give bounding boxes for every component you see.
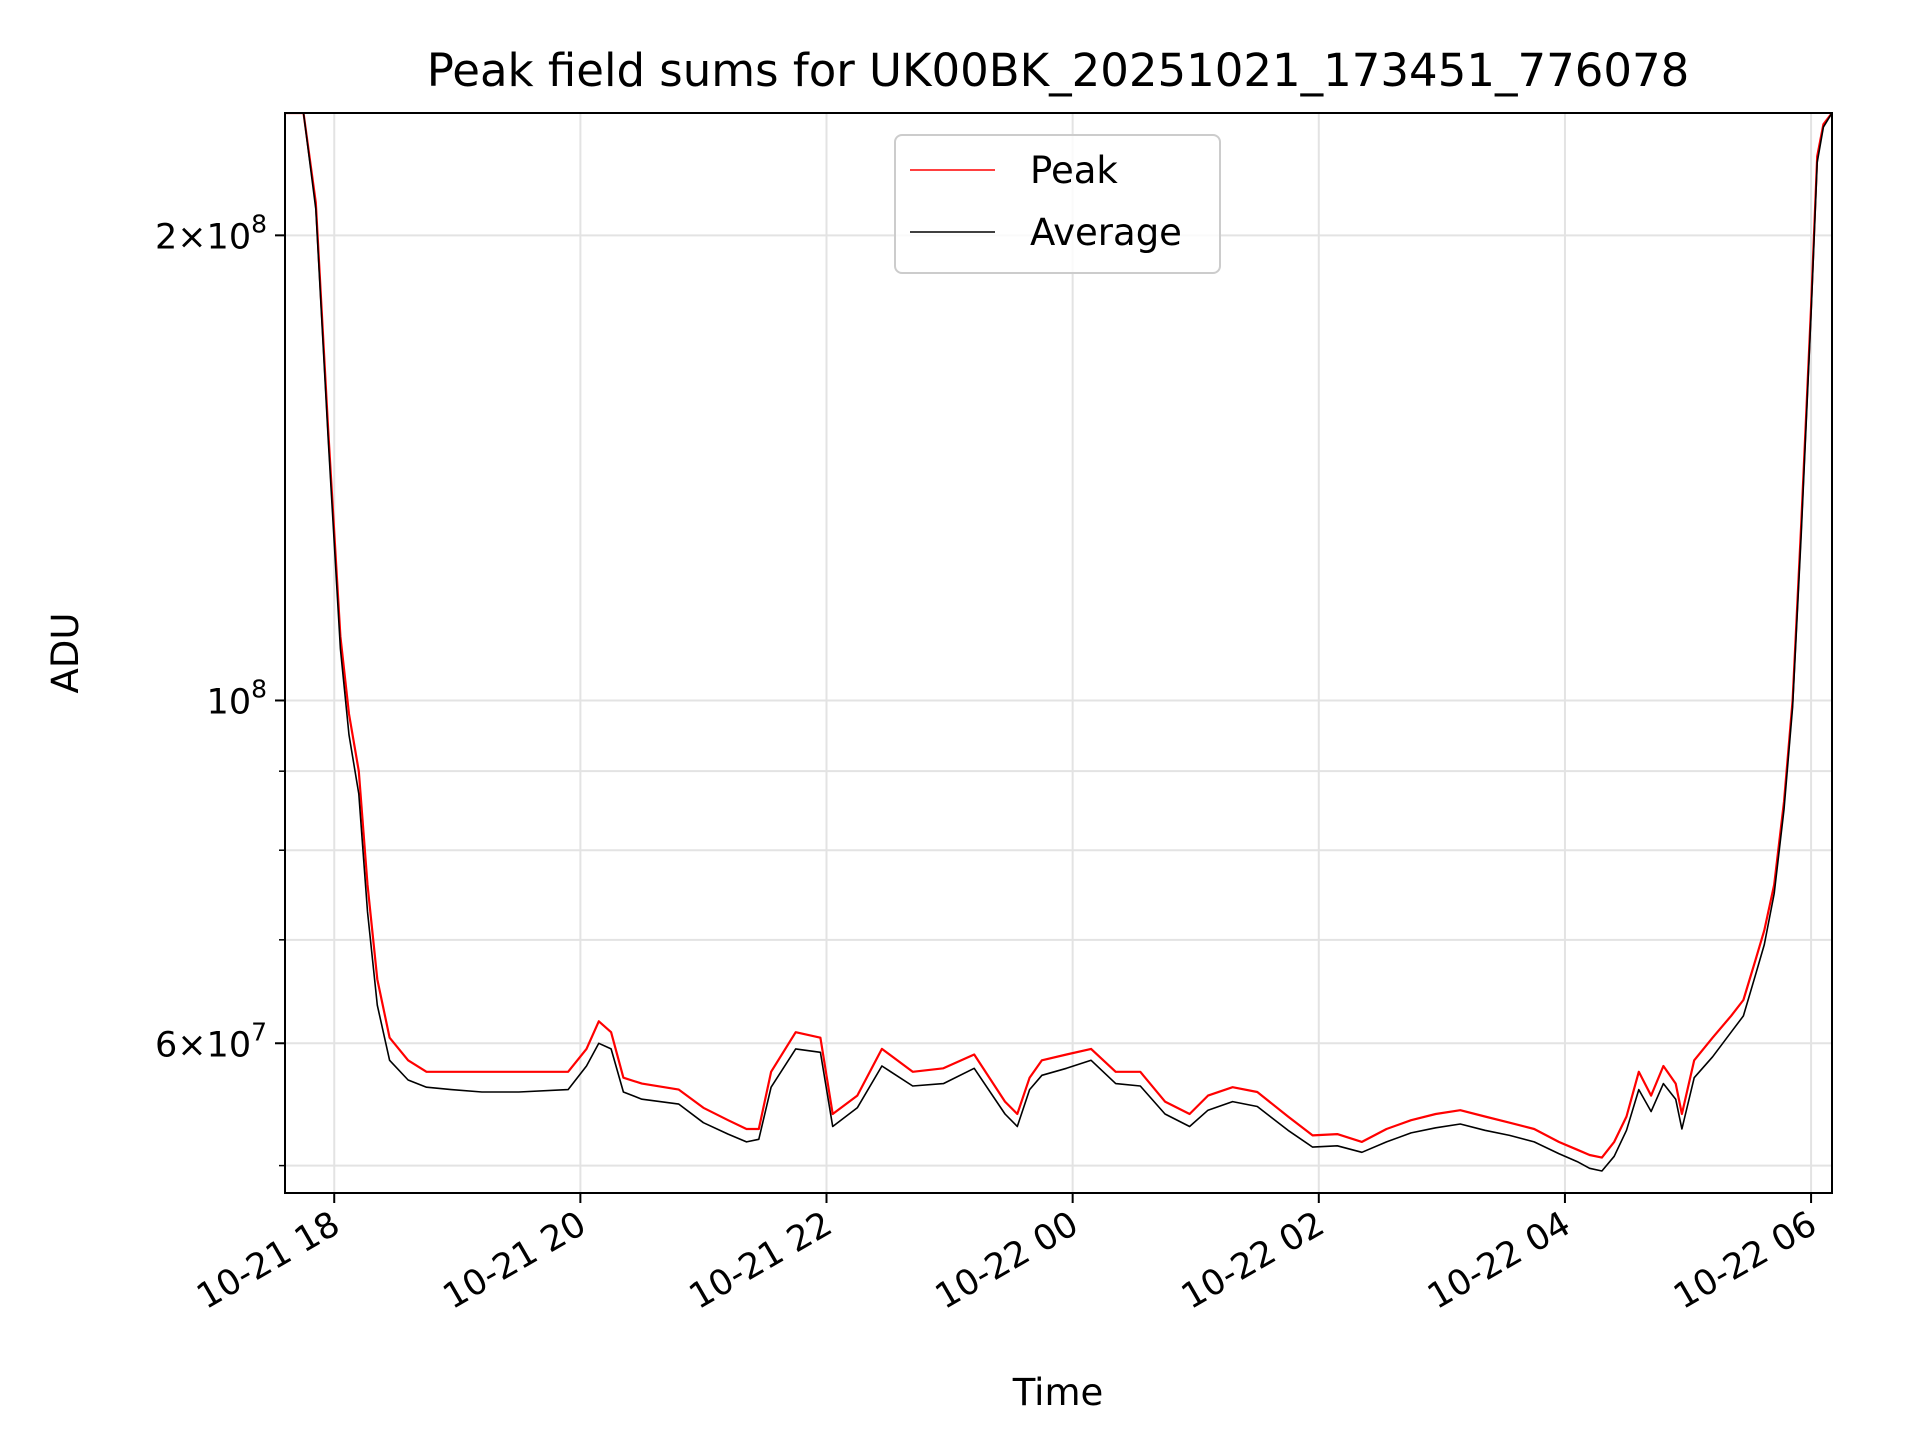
plot-frame	[284, 112, 1833, 1194]
y-tick-label-exponent: 7	[251, 1017, 267, 1046]
series-layer	[285, 113, 1832, 1172]
y-tick-label-exponent: 8	[251, 674, 267, 703]
grid-lines	[285, 113, 1832, 1193]
y-tick-label-exponent: 8	[251, 209, 267, 238]
legend-label-peak: Peak	[1030, 149, 1118, 192]
y-tick-label-base: 2×10	[155, 217, 251, 257]
y-tick-label: 6×107	[155, 1017, 267, 1065]
series-line-peak	[285, 113, 1832, 1159]
chart-title: Peak field sums for UK00BK_20251021_1734…	[427, 44, 1689, 97]
y-axis-label: ADU	[44, 613, 87, 694]
x-axis-label: Time	[1012, 1371, 1104, 1414]
y-tick-label-base: 6×10	[155, 1025, 251, 1065]
y-tick-label: 2×108	[155, 209, 267, 257]
legend: Peak Average	[894, 134, 1221, 274]
y-tick-label-base: 10	[207, 682, 252, 722]
y-tick-label: 108	[207, 674, 267, 722]
series-line-average	[285, 113, 1832, 1172]
legend-label-average: Average	[1030, 211, 1182, 254]
